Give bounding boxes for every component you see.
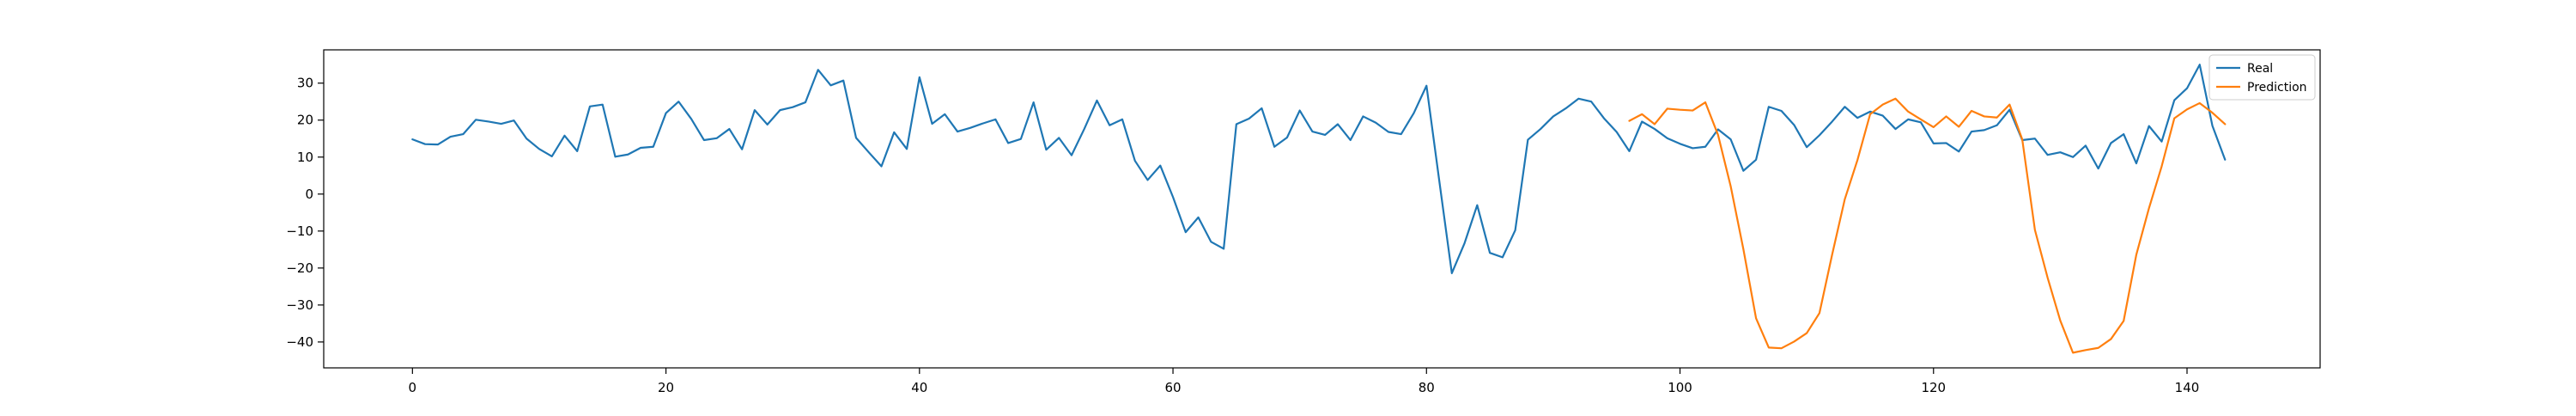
series-line-real xyxy=(411,64,2227,274)
y-tick-label: 20 xyxy=(297,113,313,128)
y-tick-label: 10 xyxy=(297,150,313,165)
series-layer xyxy=(411,64,2227,354)
y-tick-label: 30 xyxy=(297,76,313,91)
y-tick-label: −10 xyxy=(286,223,313,239)
axis-ticks: 0 20 40 60 80 100 120 140 −40 −30 −20 −10 0 10 20 30 xyxy=(286,76,2199,395)
plot-frame xyxy=(323,49,2321,369)
y-tick-label: −30 xyxy=(286,297,313,313)
series-line-prediction xyxy=(1628,97,2227,354)
legend-label-real: Real xyxy=(2247,62,2273,76)
y-tick-label: −20 xyxy=(286,260,313,276)
y-tick-label: 0 xyxy=(305,187,313,202)
x-tick-label: 120 xyxy=(1921,380,1946,395)
x-tick-label: 60 xyxy=(1165,380,1182,395)
x-tick-label: 100 xyxy=(1668,380,1692,395)
y-tick-label: −40 xyxy=(286,334,313,350)
x-tick-label: 20 xyxy=(658,380,674,395)
x-tick-label: 40 xyxy=(911,380,927,395)
x-tick-label: 140 xyxy=(2175,380,2200,395)
legend: Real Prediction xyxy=(2208,54,2316,101)
legend-box xyxy=(2208,54,2316,101)
x-tick-label: 80 xyxy=(1419,380,1435,395)
x-tick-label: 0 xyxy=(409,380,417,395)
legend-label-prediction: Prediction xyxy=(2247,81,2307,95)
